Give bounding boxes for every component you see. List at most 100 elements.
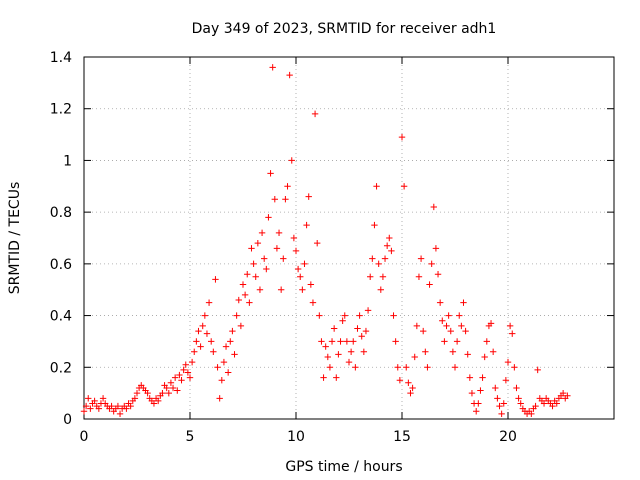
data-point — [184, 369, 192, 376]
data-point — [379, 273, 387, 280]
data-point — [108, 402, 115, 410]
data-point — [434, 271, 442, 278]
data-point — [398, 133, 406, 141]
data-point — [456, 312, 463, 319]
y-tick-label: 1.4 — [50, 50, 72, 66]
data-point — [290, 234, 298, 242]
data-point — [229, 327, 236, 335]
data-point — [95, 405, 103, 412]
data-point — [288, 157, 295, 164]
x-ticks: 0 5 10 15 20 — [80, 57, 517, 445]
data-point — [422, 348, 429, 355]
data-point — [114, 402, 122, 410]
x-tick-label: 15 — [393, 429, 411, 445]
data-point — [169, 384, 177, 392]
data-point — [479, 374, 486, 381]
data-point — [426, 281, 433, 288]
data-point — [375, 260, 382, 268]
data-point — [180, 366, 187, 374]
data-point — [373, 183, 380, 190]
data-point — [473, 408, 480, 415]
data-point — [258, 229, 266, 237]
data-point — [441, 338, 448, 345]
data-point — [197, 343, 204, 350]
data-point — [297, 273, 304, 280]
data-point — [267, 170, 274, 177]
data-point — [127, 402, 134, 410]
data-point — [460, 299, 467, 306]
data-point — [420, 327, 427, 335]
data-point — [411, 353, 418, 361]
data-point — [269, 64, 276, 71]
data-point — [439, 317, 446, 324]
data-point — [413, 322, 421, 330]
chart-title: Day 349 of 2023, SRMTID for receiver adh… — [192, 21, 497, 37]
data-point — [502, 377, 510, 384]
data-point — [222, 343, 230, 350]
data-point — [430, 203, 437, 211]
y-axis-title: SRMTID / TECUs — [7, 182, 23, 295]
data-point — [322, 343, 329, 350]
data-point — [309, 299, 317, 306]
data-point — [409, 384, 416, 392]
data-point — [381, 255, 389, 262]
data-point — [203, 330, 211, 337]
data-point — [314, 239, 321, 247]
x-tick-label: 20 — [499, 429, 517, 445]
data-point — [333, 374, 340, 381]
x-tick-label: 5 — [186, 429, 195, 445]
data-point — [394, 364, 401, 371]
data-point — [388, 247, 395, 255]
data-point — [224, 369, 232, 376]
data-point — [186, 374, 194, 381]
x-axis-title: GPS time / hours — [285, 459, 402, 475]
data-point — [294, 265, 302, 273]
data-point — [458, 322, 465, 330]
y-ticks: 0 0.2 0.4 0.6 0.8 1 1.2 1.4 — [50, 50, 614, 428]
data-point — [358, 333, 365, 340]
data-point — [407, 389, 414, 397]
data-point — [248, 245, 255, 252]
data-point — [227, 338, 234, 345]
data-point — [131, 395, 139, 402]
data-point — [280, 255, 287, 262]
data-point — [396, 377, 404, 384]
data-point — [506, 322, 514, 330]
data-point — [254, 239, 262, 247]
data-point — [165, 389, 172, 397]
data-point — [509, 330, 516, 337]
data-point — [403, 364, 410, 371]
data-point — [475, 400, 482, 407]
data-point — [99, 395, 107, 402]
data-point — [87, 405, 94, 412]
data-point — [487, 320, 495, 327]
data-point — [386, 234, 393, 242]
data-point — [208, 338, 215, 345]
data-point — [345, 358, 353, 366]
data-point — [305, 193, 312, 200]
data-point — [220, 358, 228, 366]
data-point — [371, 221, 378, 229]
data-point — [453, 338, 461, 345]
data-point — [468, 389, 476, 397]
data-point — [210, 348, 217, 355]
data-point — [252, 273, 259, 280]
data-point — [144, 389, 151, 397]
data-point — [360, 348, 368, 355]
data-point — [483, 338, 490, 345]
data-point — [235, 296, 242, 304]
data-point — [301, 260, 308, 268]
data-point — [443, 322, 450, 330]
data-point — [174, 387, 181, 394]
data-point — [150, 400, 158, 407]
data-point — [511, 364, 518, 371]
data-point — [462, 327, 469, 335]
data-point — [494, 395, 501, 402]
data-point — [405, 379, 412, 386]
data-point — [284, 183, 291, 190]
data-point — [451, 364, 459, 371]
data-point — [350, 338, 357, 345]
data-point — [367, 273, 374, 280]
data-point — [191, 348, 198, 355]
data-point — [271, 196, 278, 203]
